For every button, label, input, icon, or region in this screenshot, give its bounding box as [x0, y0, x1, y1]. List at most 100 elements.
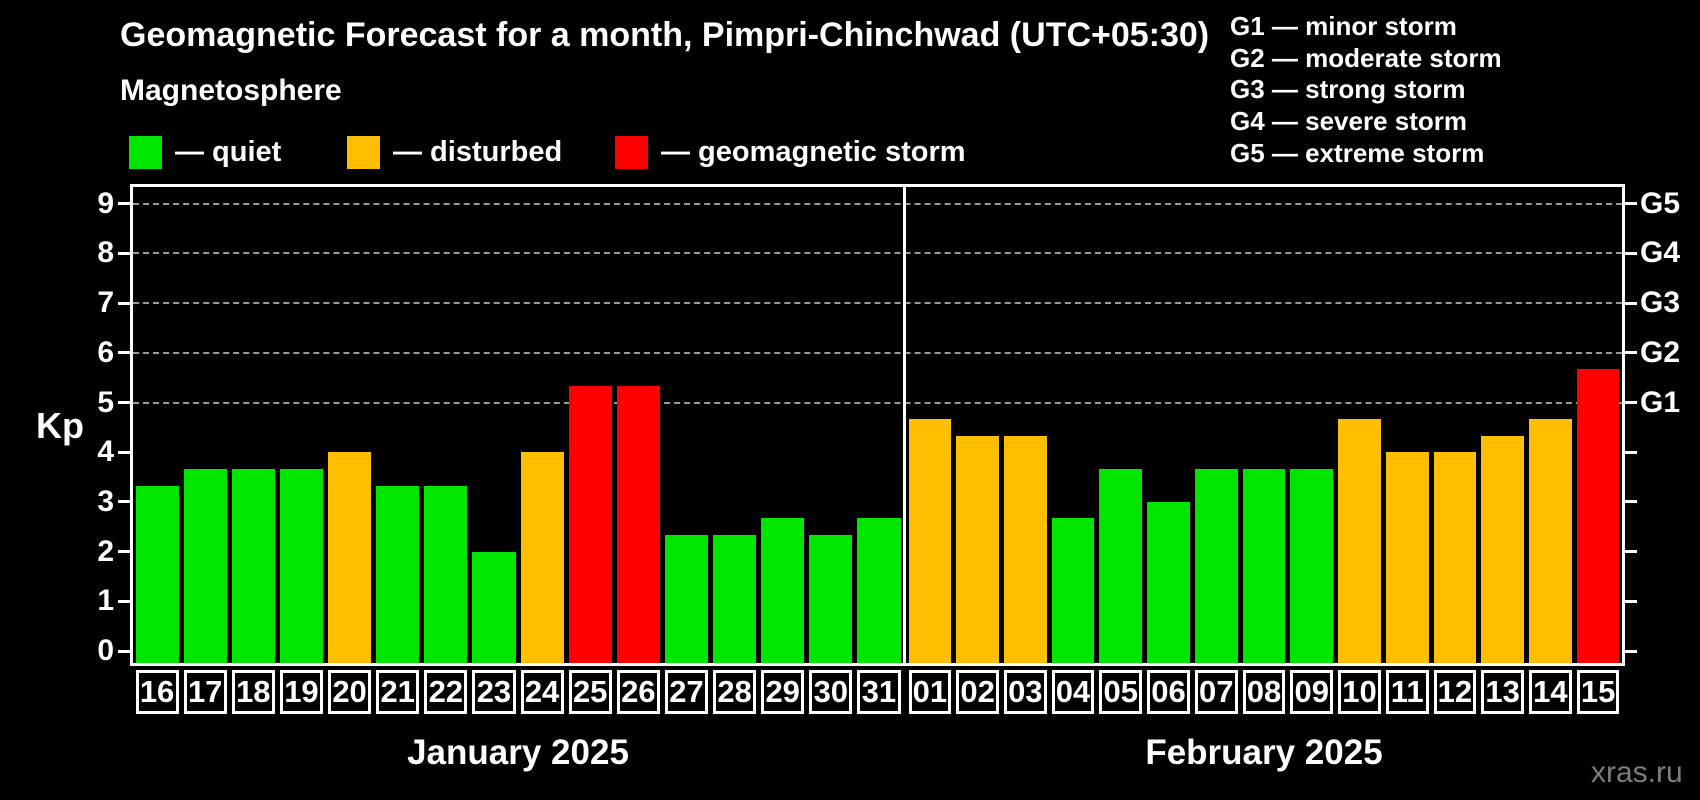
y-axis-tick-label-4: 4: [97, 435, 114, 469]
day-label-january-23: 23: [472, 670, 516, 714]
day-label-january-28: 28: [713, 670, 757, 714]
kp-bar-january-18: [231, 468, 275, 663]
day-label-january-22: 22: [424, 670, 468, 714]
day-label-february-12: 12: [1433, 670, 1477, 714]
right-axis-label-g4: G4: [1640, 236, 1681, 270]
day-label-january-17: 17: [183, 670, 227, 714]
day-label-february-15: 15: [1576, 670, 1620, 714]
day-label-february-02: 02: [956, 670, 999, 714]
chart-subtitle: Magnetosphere: [120, 74, 342, 107]
kp-bar-january-25: [568, 386, 612, 663]
day-label-february-04: 04: [1051, 670, 1095, 714]
kp-bar-january-16: [135, 485, 179, 663]
day-label-february-13: 13: [1481, 670, 1525, 714]
kp-bar-january-31: [857, 518, 901, 663]
day-label-january-31: 31: [857, 670, 901, 714]
kp-bar-january-23: [472, 551, 516, 663]
chart-title: Geomagnetic Forecast for a month, Pimpri…: [120, 16, 1210, 54]
gridline-kp6: [133, 351, 1622, 354]
g2-legend-line: G2 — moderate storm: [1230, 42, 1502, 73]
y-axis-tick-label-1: 1: [97, 584, 114, 618]
y-axis-tick-right-5: [1625, 401, 1637, 404]
kp-bar-february-15: [1576, 369, 1620, 663]
right-axis-label-g3: G3: [1640, 286, 1681, 320]
month-label-february: February 2025: [1145, 733, 1383, 772]
y-axis-tick-left-4: [118, 450, 130, 454]
g4-legend-line: G4 — severe storm: [1230, 106, 1468, 137]
y-axis-tick-right-3: [1625, 500, 1637, 504]
kp-bar-january-20: [328, 452, 372, 663]
y-axis-tick-left-6: [118, 351, 130, 355]
kp-bar-january-19: [279, 468, 323, 663]
day-label-january-18: 18: [231, 670, 275, 714]
disturbed-swatch-icon: [347, 136, 380, 169]
kp-bar-february-05: [1099, 468, 1143, 663]
kp-bar-january-24: [520, 452, 564, 663]
day-label-february-08: 08: [1242, 670, 1286, 714]
day-label-february-11: 11: [1385, 670, 1429, 714]
day-label-january-29: 29: [761, 670, 805, 714]
y-axis-tick-label-7: 7: [97, 286, 114, 320]
right-axis-label-g1: G1: [1640, 385, 1681, 419]
legend-label-storm: — geomagnetic storm: [661, 136, 966, 168]
kp-bar-february-09: [1290, 468, 1334, 663]
day-label-january-21: 21: [376, 670, 420, 714]
day-label-january-20: 20: [328, 670, 372, 714]
kp-bar-february-12: [1433, 452, 1477, 663]
day-label-february-06: 06: [1147, 670, 1190, 714]
kp-bar-february-01: [908, 418, 952, 663]
kp-bar-february-14: [1529, 418, 1572, 663]
kp-bar-january-17: [183, 468, 227, 663]
y-axis-tick-left-0: [118, 649, 130, 653]
plot-area: [130, 184, 1625, 666]
day-label-february-07: 07: [1194, 670, 1238, 714]
y-axis-tick-right-8: [1625, 251, 1637, 255]
kp-bar-january-21: [376, 485, 420, 663]
y-axis-tick-label-2: 2: [97, 534, 114, 568]
kp-bar-january-28: [713, 535, 757, 663]
y-axis-tick-label-0: 0: [97, 634, 114, 667]
kp-bar-february-03: [1003, 435, 1047, 663]
kp-bar-february-11: [1385, 452, 1429, 663]
kp-bar-january-29: [761, 518, 805, 663]
y-axis-tick-label-5: 5: [97, 385, 114, 419]
y-axis-tick-left-2: [118, 550, 130, 554]
g3-legend-line: G3 — strong storm: [1230, 74, 1466, 105]
y-axis-tick-left-8: [118, 251, 130, 255]
kp-bar-january-27: [664, 535, 708, 663]
gridline-kp9: [133, 202, 1622, 205]
month-label-january: January 2025: [407, 733, 629, 772]
y-axis-tick-left-1: [118, 599, 130, 603]
kp-bar-february-07: [1194, 468, 1238, 663]
y-axis-tick-label-3: 3: [97, 484, 114, 518]
y-axis-tick-right-2: [1625, 550, 1637, 554]
day-label-february-01: 01: [908, 670, 952, 714]
right-axis-label-g2: G2: [1640, 335, 1681, 369]
kp-bar-january-22: [424, 485, 468, 663]
watermark: xras.ru: [1591, 756, 1683, 789]
y-axis-tick-right-4: [1625, 450, 1637, 454]
y-axis-tick-label-8: 8: [97, 236, 114, 270]
g1-legend-line: G1 — minor storm: [1230, 11, 1457, 41]
y-axis-tick-left-5: [118, 401, 130, 404]
day-label-january-19: 19: [279, 670, 323, 714]
y-axis-tick-left-9: [118, 202, 130, 206]
y-axis-tick-right-6: [1625, 351, 1637, 355]
gridline-kp8: [133, 252, 1622, 255]
y-axis-tick-label-9: 9: [97, 186, 114, 220]
day-label-february-03: 03: [1003, 670, 1047, 714]
kp-bar-january-30: [809, 535, 853, 663]
day-label-february-05: 05: [1099, 670, 1143, 714]
day-label-january-26: 26: [616, 670, 660, 714]
day-label-january-30: 30: [809, 670, 853, 714]
gridline-kp7: [133, 302, 1622, 305]
y-axis-tick-right-7: [1625, 301, 1637, 305]
kp-bar-february-08: [1242, 468, 1286, 663]
kp-bar-january-26: [616, 386, 660, 663]
storm-swatch-icon: [615, 136, 648, 169]
kp-bar-february-13: [1481, 435, 1525, 663]
day-label-february-09: 09: [1290, 670, 1334, 714]
day-label-february-14: 14: [1529, 670, 1572, 714]
kp-bar-february-06: [1147, 501, 1190, 663]
